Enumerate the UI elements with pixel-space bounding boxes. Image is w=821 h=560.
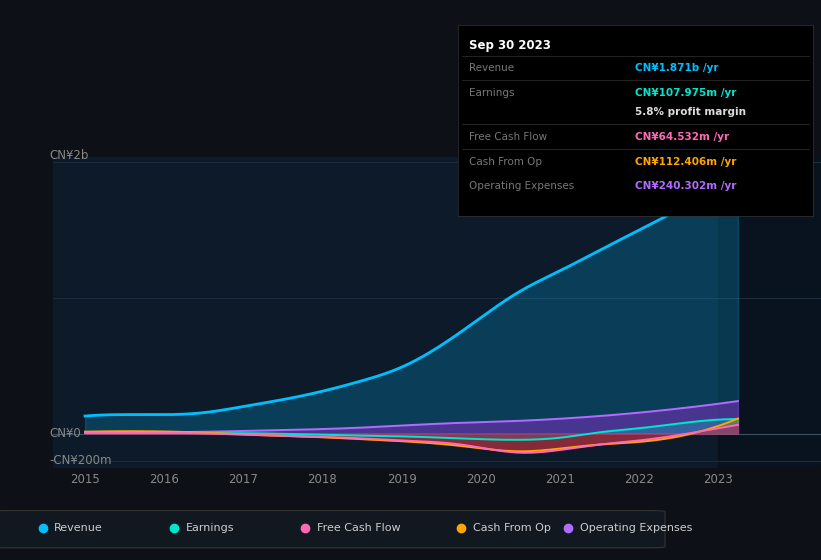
- FancyBboxPatch shape: [0, 511, 665, 548]
- Text: Revenue: Revenue: [469, 63, 514, 73]
- Text: Cash From Op: Cash From Op: [469, 157, 542, 166]
- Text: CN¥107.975m /yr: CN¥107.975m /yr: [635, 88, 736, 98]
- Text: CN¥1.871b /yr: CN¥1.871b /yr: [635, 63, 719, 73]
- Text: Operating Expenses: Operating Expenses: [469, 181, 574, 192]
- Bar: [718, 157, 821, 468]
- Text: CN¥112.406m /yr: CN¥112.406m /yr: [635, 157, 736, 166]
- Text: CN¥2b: CN¥2b: [49, 149, 89, 162]
- Text: Sep 30 2023: Sep 30 2023: [469, 39, 551, 52]
- Text: CN¥64.532m /yr: CN¥64.532m /yr: [635, 132, 730, 142]
- Text: Revenue: Revenue: [54, 523, 103, 533]
- Text: Operating Expenses: Operating Expenses: [580, 523, 692, 533]
- Text: -CN¥200m: -CN¥200m: [49, 454, 112, 467]
- Text: Free Cash Flow: Free Cash Flow: [317, 523, 401, 533]
- Text: Free Cash Flow: Free Cash Flow: [469, 132, 547, 142]
- Text: Cash From Op: Cash From Op: [473, 523, 551, 533]
- Text: Earnings: Earnings: [469, 88, 514, 98]
- Text: 5.8% profit margin: 5.8% profit margin: [635, 107, 746, 117]
- Text: Earnings: Earnings: [186, 523, 234, 533]
- Text: CN¥240.302m /yr: CN¥240.302m /yr: [635, 181, 736, 192]
- Text: CN¥0: CN¥0: [49, 427, 81, 440]
